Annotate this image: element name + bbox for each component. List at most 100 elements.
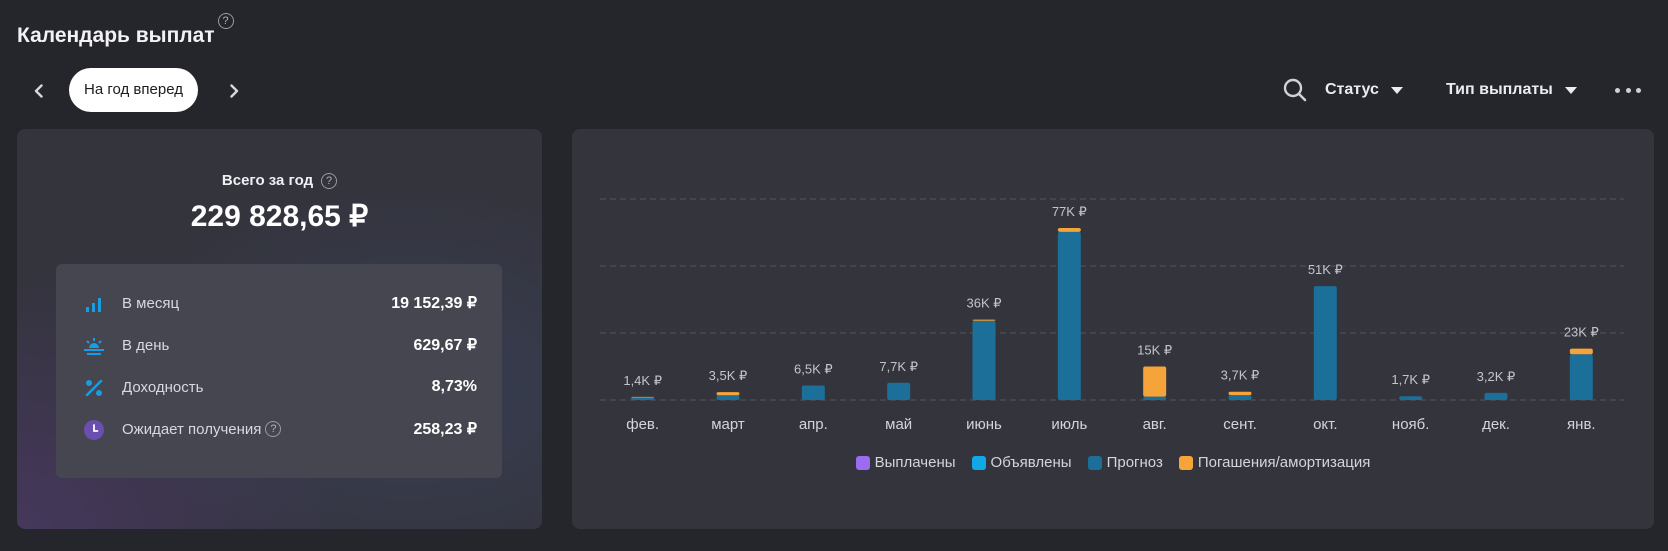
page-title: Календарь выплат	[17, 24, 215, 47]
bar-value-label: 23K ₽	[1564, 325, 1599, 340]
prev-period-button[interactable]	[23, 75, 55, 107]
stat-value: 8,73%	[431, 378, 477, 395]
stat-value: 19 152,39 ₽	[391, 295, 477, 312]
bar-segment[interactable]	[1143, 396, 1167, 400]
bar-segment[interactable]	[801, 385, 825, 400]
category-label: нояб.	[1392, 416, 1430, 433]
category-label: апр.	[799, 416, 828, 433]
legend-swatch	[855, 455, 870, 470]
category-label: окт.	[1313, 416, 1337, 433]
bar-value-label: 51K ₽	[1308, 262, 1343, 277]
category-label: июль	[1051, 416, 1087, 433]
chevron-right-icon	[230, 84, 239, 98]
bar-segment[interactable]	[631, 396, 655, 398]
stat-label: Ожидает получения ?	[122, 420, 282, 438]
bar-value-label: 6,5K ₽	[794, 361, 833, 376]
bar-value-label: 3,5K ₽	[709, 368, 748, 383]
category-label: дек.	[1482, 416, 1510, 433]
bar-segment[interactable]	[1569, 348, 1593, 355]
caret-down-icon	[1390, 86, 1403, 94]
bar-segment[interactable]	[1399, 396, 1423, 400]
bar-value-label: 7,7K ₽	[879, 359, 918, 374]
total-value: 229 828,65 ₽	[190, 200, 369, 233]
stat-row-monthly: В месяц 19 152,39 ₽	[56, 288, 502, 318]
category-label: май	[885, 416, 912, 433]
stat-label: Доходность	[122, 378, 204, 396]
next-period-button[interactable]	[218, 75, 250, 107]
chevron-left-icon	[34, 84, 43, 98]
legend-label: Прогноз	[1106, 454, 1163, 471]
bar-segment[interactable]	[631, 397, 655, 400]
bar-value-label: 36K ₽	[966, 296, 1001, 311]
stats-card: В месяц 19 152,39 ₽ В день 629,67 ₽	[56, 264, 502, 478]
stat-label: В месяц	[122, 294, 180, 312]
search-button[interactable]	[1282, 77, 1308, 103]
period-selector[interactable]: На год вперед	[69, 68, 198, 112]
legend-label: Выплачены	[874, 454, 956, 471]
payment-type-label: Тип выплаты	[1446, 81, 1553, 98]
bar-segment[interactable]	[716, 392, 740, 396]
legend-swatch	[1087, 455, 1102, 470]
stat-value: 629,67 ₽	[413, 337, 477, 354]
clock-icon	[83, 419, 105, 441]
stat-row-daily: В день 629,67 ₽	[56, 330, 502, 360]
category-label: фев.	[626, 416, 659, 433]
bar-segment[interactable]	[1313, 286, 1337, 400]
legend-item[interactable]: Выплачены	[855, 454, 956, 471]
summary-panel: Всего за год ? 229 828,65 ₽ В месяц 19 1…	[17, 129, 542, 529]
legend-swatch	[1178, 455, 1193, 470]
help-icon[interactable]: ?	[265, 421, 282, 437]
stat-row-pending: Ожидает получения ? 258,23 ₽	[56, 414, 502, 444]
chart-legend: Выплачены Объявлены Прогноз Погашения/аморт…	[572, 454, 1654, 471]
chart-panel: 1,4K ₽ фев. 3,5K ₽ март 6,5K ₽ апр. 7,7K ₽ май 3…	[572, 129, 1654, 529]
bar-value-label: 3,7K ₽	[1221, 368, 1260, 383]
bar-value-label: 15K ₽	[1137, 343, 1172, 358]
category-label: авг.	[1143, 416, 1167, 433]
legend-swatch	[971, 455, 986, 470]
stat-label: В день	[122, 336, 170, 354]
bars-icon	[83, 293, 105, 315]
bar-segment[interactable]	[1228, 391, 1252, 396]
status-filter-dropdown[interactable]: Статус	[1325, 68, 1403, 112]
payment-type-dropdown[interactable]: Тип выплаты	[1446, 68, 1577, 112]
period-navigation: На год вперед Статус Тип выплаты	[0, 68, 1668, 114]
bar-segment[interactable]	[972, 320, 996, 400]
stat-value: 258,23 ₽	[413, 421, 477, 438]
total-label-row: Всего за год ?	[17, 172, 542, 189]
legend-label: Погашения/амортизация	[1197, 454, 1371, 471]
category-label: июнь	[966, 416, 1002, 433]
legend-item[interactable]: Объявлены	[971, 454, 1072, 471]
bar-segment[interactable]	[1228, 395, 1252, 400]
more-options-button[interactable]	[1615, 80, 1641, 100]
caret-down-icon	[1564, 86, 1577, 94]
header: Календарь выплат ?	[17, 13, 234, 58]
bar-segment[interactable]	[716, 395, 740, 400]
help-icon[interactable]: ?	[217, 13, 234, 29]
bar-segment[interactable]	[1569, 354, 1593, 400]
stat-row-yield: Доходность 8,73%	[56, 372, 502, 402]
bar-value-label: 1,7K ₽	[1391, 372, 1430, 387]
percent-icon	[83, 377, 105, 399]
category-label: март	[711, 416, 745, 433]
bar-value-label: 1,4K ₽	[623, 373, 662, 388]
search-icon	[1283, 78, 1307, 102]
stat-label-text: Ожидает получения	[122, 420, 262, 438]
bar-segment[interactable]	[1057, 231, 1081, 400]
bar-segment[interactable]	[1484, 392, 1508, 400]
bar-segment[interactable]	[1143, 366, 1167, 397]
category-label: сент.	[1223, 416, 1257, 433]
bar-segment[interactable]	[1057, 228, 1081, 232]
legend-label: Объявлены	[990, 454, 1072, 471]
help-icon[interactable]: ?	[321, 172, 338, 189]
bar-value-label: 3,2K ₽	[1477, 369, 1516, 384]
bar-segment[interactable]	[887, 382, 911, 400]
legend-item[interactable]: Прогноз	[1087, 454, 1163, 471]
bar-segment[interactable]	[972, 319, 996, 321]
more-dots-icon	[1615, 87, 1620, 93]
payments-chart: 1,4K ₽ фев. 3,5K ₽ март 6,5K ₽ апр. 7,7K ₽ май 3…	[600, 198, 1624, 433]
total-label: Всего за год	[221, 172, 314, 189]
sunrise-icon	[83, 335, 105, 357]
status-filter-label: Статус	[1325, 81, 1379, 98]
legend-item[interactable]: Погашения/амортизация	[1178, 454, 1371, 471]
category-label: янв.	[1567, 416, 1596, 433]
